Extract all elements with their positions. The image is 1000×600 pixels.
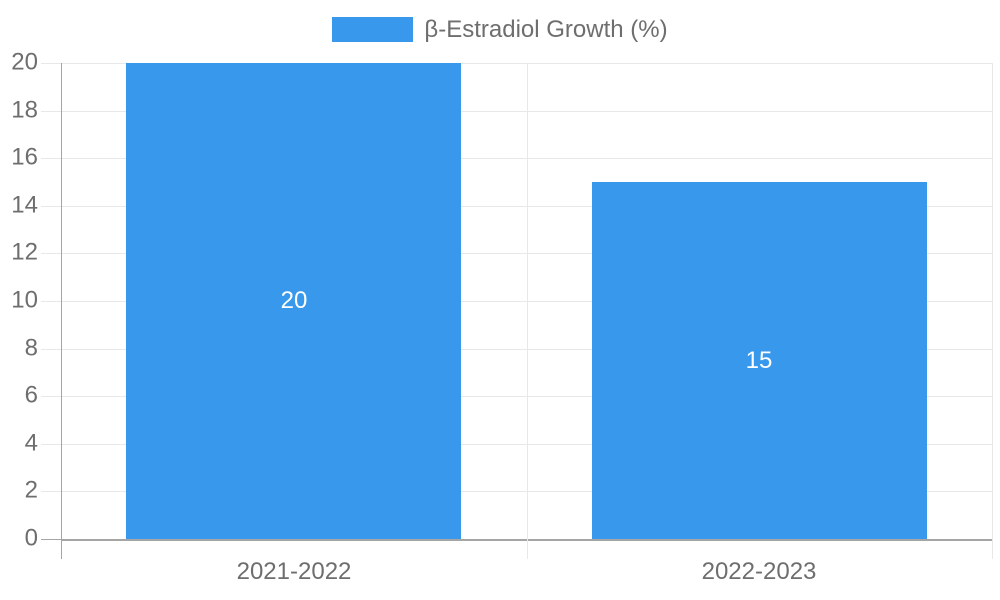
bar-2022-2023[interactable]: [592, 182, 927, 539]
x-tick-label: 2022-2023: [701, 558, 817, 585]
y-tick-label: 6: [24, 381, 38, 409]
y-tick-mark: [41, 396, 61, 397]
y-tick-mark: [41, 158, 61, 159]
y-tick-mark: [41, 206, 61, 207]
y-tick-mark: [41, 444, 61, 445]
y-tick-label: 2: [24, 476, 38, 504]
bar-value-label: 15: [745, 347, 773, 374]
gridline-horizontal: [61, 63, 992, 64]
y-tick-mark: [41, 111, 61, 112]
y-tick-label: 20: [11, 48, 38, 76]
x-axis-baseline: [61, 539, 992, 541]
y-tick-mark: [41, 349, 61, 350]
gridline-horizontal: [61, 301, 992, 302]
y-tick-mark: [41, 539, 61, 540]
x-tick-label: 2021-2022: [236, 558, 352, 585]
y-tick-label: 4: [24, 429, 38, 457]
y-tick-mark: [41, 63, 61, 64]
y-tick-label: 12: [11, 238, 38, 266]
y-tick-label: 0: [24, 524, 38, 552]
gridline-horizontal: [61, 111, 992, 112]
legend-label: β-Estradiol Growth (%): [424, 16, 668, 43]
y-tick-label: 16: [11, 143, 38, 171]
legend-swatch-icon: [332, 17, 414, 42]
y-tick-mark: [41, 491, 61, 492]
y-axis-line: [61, 63, 62, 559]
gridline-vertical: [527, 63, 528, 559]
gridline-horizontal: [61, 396, 992, 397]
legend[interactable]: β-Estradiol Growth (%): [0, 17, 1000, 42]
y-tick-label: 18: [11, 96, 38, 124]
gridline-horizontal: [61, 444, 992, 445]
y-tick-label: 10: [11, 286, 38, 314]
gridline-horizontal: [61, 158, 992, 159]
y-tick-mark: [41, 253, 61, 254]
gridline-vertical: [992, 63, 993, 559]
gridline-horizontal: [61, 491, 992, 492]
y-tick-mark: [41, 301, 61, 302]
y-tick-label: 8: [24, 334, 38, 362]
bar-2021-2022[interactable]: [126, 63, 461, 539]
gridline-horizontal: [61, 206, 992, 207]
bar-value-label: 20: [280, 287, 308, 314]
y-tick-label: 14: [11, 191, 38, 219]
gridline-horizontal: [61, 349, 992, 350]
gridline-horizontal: [61, 253, 992, 254]
